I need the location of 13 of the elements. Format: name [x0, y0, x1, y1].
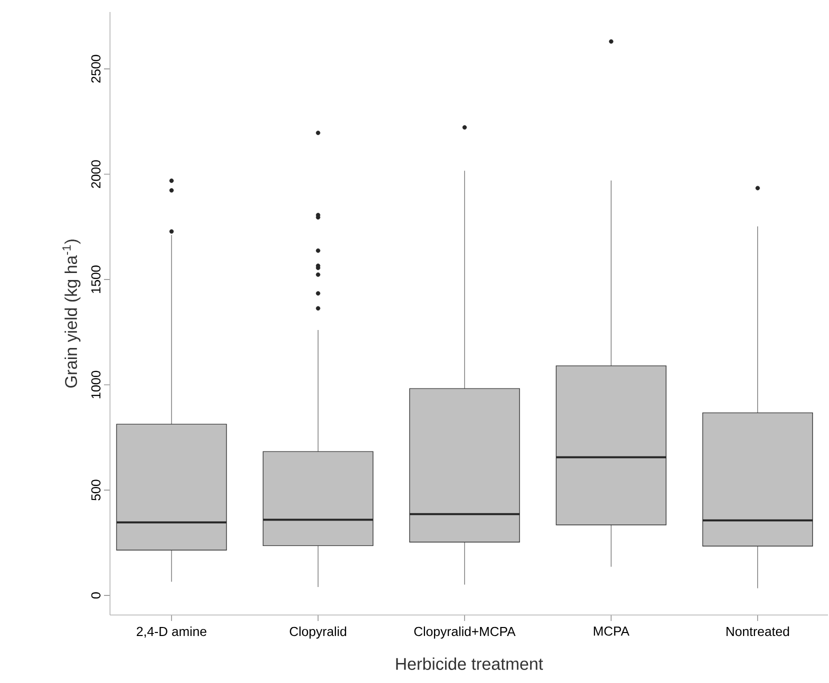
x-tick-label: MCPA — [594, 626, 630, 636]
x-tick-label: 2,4-D amine — [136, 626, 206, 638]
x-axis-title: Herbicide treatment — [396, 657, 544, 670]
y-axis-title: Grain yield (kg ha$^{-1}$) — [62, 240, 80, 388]
x-tick-label: Clopyralid — [290, 626, 346, 639]
y-tick-label: 500 — [91, 480, 100, 500]
y-tick-label: 1500 — [91, 266, 100, 293]
x-tick-label: Clopyralid+MCPA — [414, 626, 516, 639]
y-tick-label: 1000 — [91, 370, 100, 398]
x-tick-label: Nontreated — [726, 626, 789, 636]
y-tick-label: 2000 — [91, 160, 100, 188]
y-tick-label: 2500 — [91, 54, 100, 83]
y-tick-label: 0 — [91, 592, 100, 599]
